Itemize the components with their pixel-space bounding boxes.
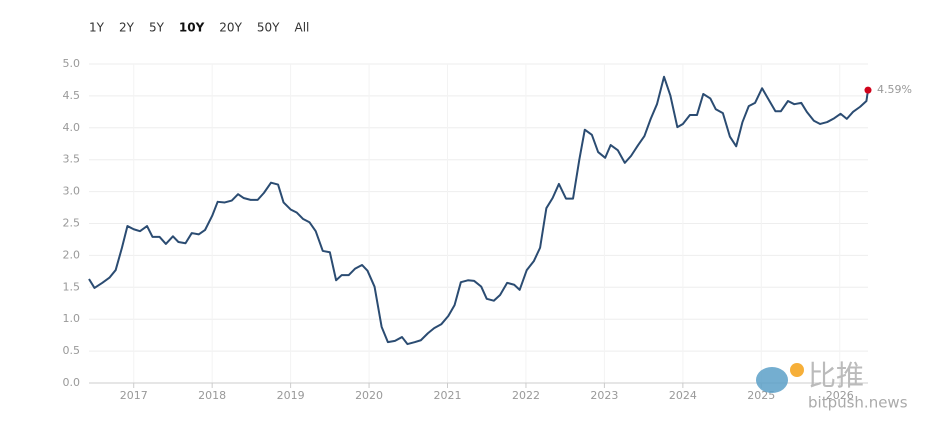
range-button[interactable]: 20Y — [219, 21, 242, 35]
y-tick-label: 2.0 — [63, 248, 81, 261]
x-tick-label: 2019 — [277, 389, 305, 402]
watermark-site: bitpush.news — [808, 394, 908, 412]
y-tick-label: 3.5 — [63, 153, 81, 166]
watermark-coin — [790, 363, 804, 377]
range-button[interactable]: 1Y — [89, 21, 105, 35]
range-button[interactable]: 10Y — [179, 21, 205, 35]
watermark: 比推 bitpush.news — [756, 359, 908, 412]
x-tick-label: 2024 — [669, 389, 697, 402]
range-button[interactable]: 2Y — [119, 21, 135, 35]
x-tick-label: 2021 — [434, 389, 462, 402]
range-button[interactable]: 50Y — [257, 21, 280, 35]
end-point — [864, 86, 872, 94]
range-button[interactable]: 5Y — [149, 21, 165, 35]
x-tick-label: 2022 — [512, 389, 540, 402]
x-tick-label: 2020 — [355, 389, 383, 402]
y-tick-label: 4.0 — [63, 121, 81, 134]
end-label: 4.59% — [877, 83, 912, 96]
x-tick-label: 2026 — [826, 389, 854, 402]
range-button[interactable]: All — [295, 21, 310, 35]
y-tick-label: 3.0 — [63, 185, 81, 198]
y-tick-label: 2.5 — [63, 217, 81, 230]
y-tick-label: 0.5 — [63, 344, 81, 357]
watermark-bird — [756, 367, 788, 393]
y-tick-label: 4.5 — [63, 89, 81, 102]
y-tick-label: 0.0 — [63, 376, 81, 389]
watermark-logo: 比推 — [808, 359, 864, 392]
y-tick-label: 1.0 — [63, 312, 81, 325]
y-tick-label: 1.5 — [63, 280, 81, 293]
x-tick-label: 2018 — [198, 389, 226, 402]
x-tick-label: 2017 — [120, 389, 148, 402]
series-line — [88, 75, 869, 346]
x-tick-label: 2023 — [590, 389, 618, 402]
y-tick-label: 5.0 — [63, 57, 81, 70]
